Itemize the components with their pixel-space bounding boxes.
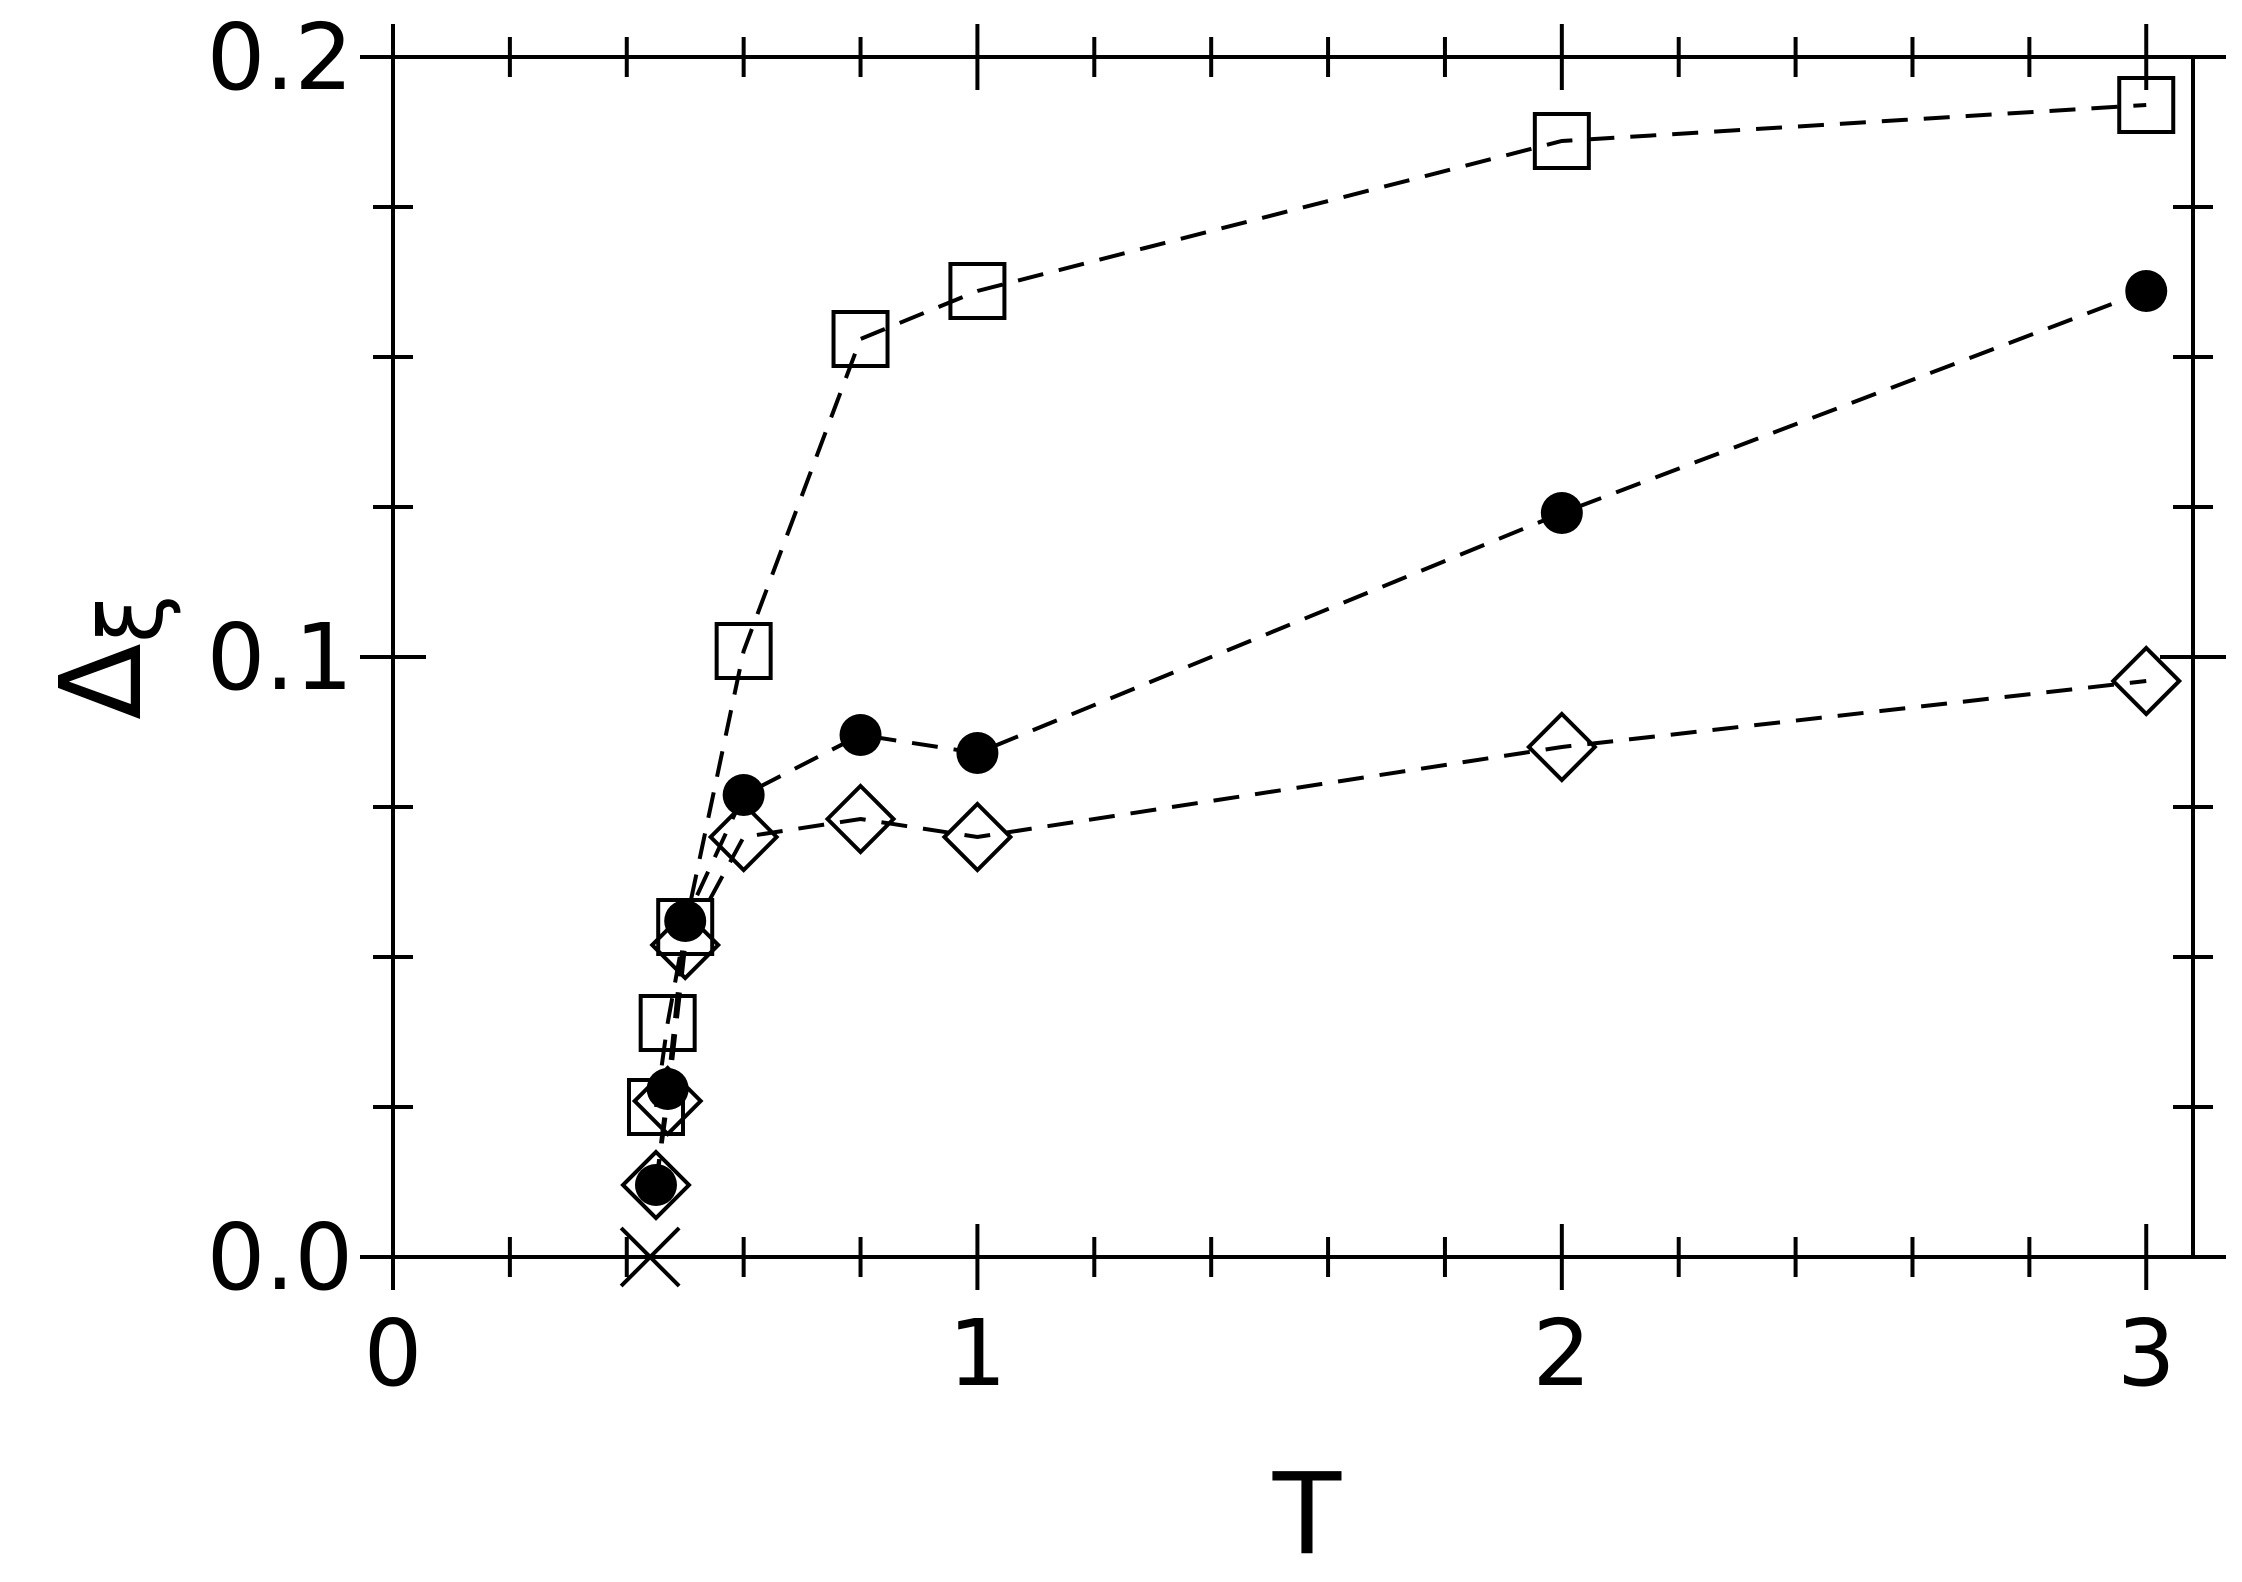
square-point [638,994,697,1052]
diamond-point [649,909,722,981]
circle-point [634,1164,677,1206]
diamond-point [707,801,780,873]
circle-point [1540,492,1583,534]
y-tick-label: 0.2 [207,4,353,111]
diamond-point [620,1149,692,1221]
square-point [1532,112,1591,170]
x-axis-title: T [1272,1450,1342,1580]
square-point [831,310,890,368]
cross-point [619,1226,681,1288]
series-lines [654,103,2147,1186]
svg-text:Δξ: Δξ [37,594,183,720]
square-point [2117,76,2176,134]
y-axis-title: Δξ [37,594,183,720]
diamond-point [941,801,1014,873]
tick-labels: 0 1 2 3 0.0 0.1 0.2 [207,4,2176,1407]
x-tick-label: 3 [2117,1300,2176,1407]
diamond-point [824,783,897,855]
y-tick-label: 0.0 [207,1204,353,1311]
series-line-filled-circle [654,289,2147,1186]
circle-point [664,900,707,942]
square-point [948,262,1007,320]
diamond-point [631,1065,704,1137]
circle-point [2125,270,2168,312]
y-axis-title-main: Δ [37,643,167,720]
series-line-open-diamond [654,679,2147,1186]
circle-point [646,1068,689,1110]
series-line-open-square [654,103,2147,1108]
circle-point [722,774,765,816]
diamond-point [2110,645,2183,717]
y-axis-title-subscript: ξ [80,594,183,643]
circle-point [956,732,999,774]
circle-point [839,714,882,756]
diamond-point [1526,711,1598,783]
x-tick-label: 2 [1533,1300,1592,1407]
cross-stroke [619,1226,681,1288]
x-tick-label: 1 [948,1300,1007,1407]
y-tick-label: 0.1 [207,604,353,711]
x-tick-label: 0 [364,1300,423,1407]
axis-ticks [360,24,2226,1290]
square-point [714,622,773,680]
series-markers [619,76,2183,1288]
